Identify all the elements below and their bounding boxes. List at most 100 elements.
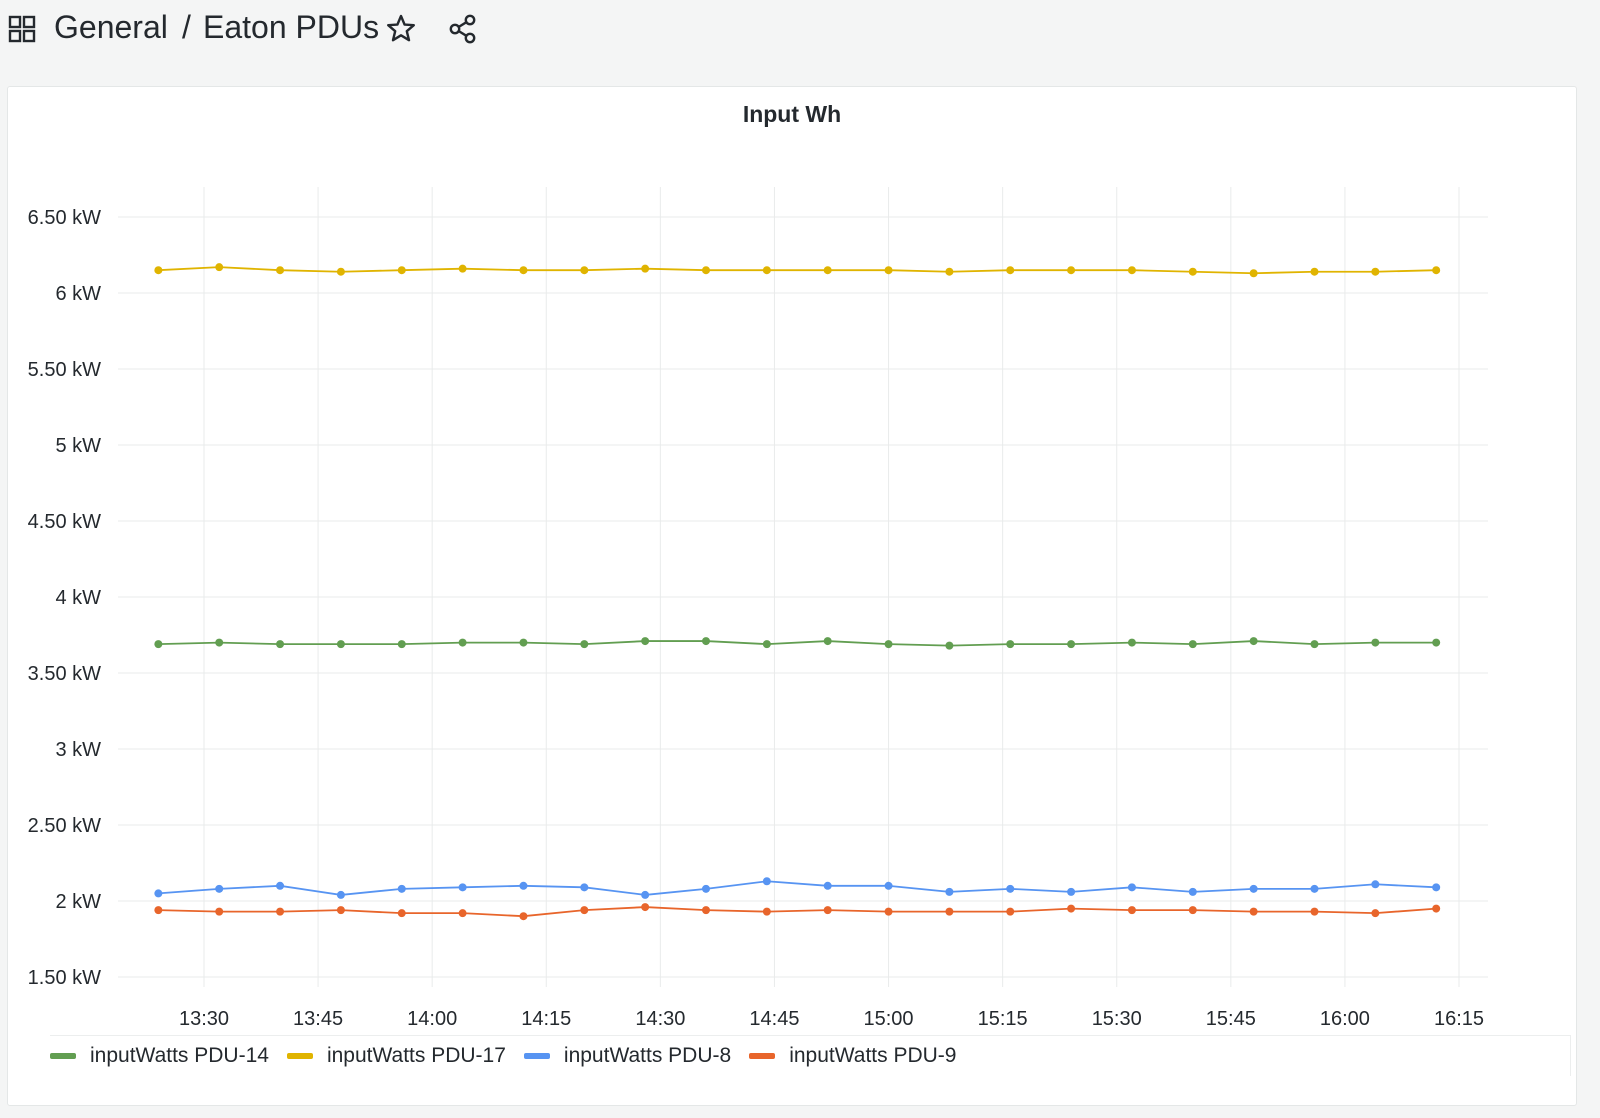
data-point — [823, 881, 832, 890]
legend-label: inputWatts PDU-14 — [90, 1044, 269, 1067]
x-tick-label: 14:00 — [407, 1008, 457, 1027]
x-tick-label: 16:00 — [1320, 1008, 1370, 1027]
data-point — [580, 640, 589, 649]
data-point — [397, 884, 406, 893]
legend-item[interactable]: inputWatts PDU-9 — [749, 1044, 956, 1068]
data-point — [1067, 640, 1076, 649]
legend-swatch — [286, 1053, 313, 1059]
data-point — [1310, 907, 1319, 916]
data-point — [945, 907, 954, 916]
chart-legend: inputWatts PDU-14 inputWatts PDU-17 inputW… — [50, 1035, 1571, 1076]
data-point — [884, 881, 893, 890]
legend-label: inputWatts PDU-8 — [563, 1044, 732, 1067]
data-point — [1067, 904, 1076, 913]
x-tick-label: 13:30 — [179, 1008, 229, 1027]
data-point — [276, 881, 285, 890]
data-point — [762, 877, 771, 886]
data-point — [1371, 267, 1380, 276]
star-icon[interactable] — [384, 12, 418, 46]
data-point — [1006, 266, 1015, 275]
data-point — [1249, 269, 1258, 278]
legend-swatch — [749, 1053, 776, 1059]
data-point — [702, 906, 710, 915]
data-point — [1188, 267, 1197, 276]
data-point — [276, 640, 285, 649]
data-point — [458, 909, 467, 918]
legend-label: inputWatts PDU-17 — [326, 1044, 506, 1067]
data-point — [215, 263, 224, 272]
share-icon[interactable] — [446, 12, 480, 46]
data-point — [1310, 884, 1319, 893]
series-line — [158, 640, 1437, 647]
x-tick-label: 15:00 — [864, 1008, 914, 1027]
data-point — [580, 906, 589, 915]
data-point — [154, 266, 163, 275]
y-tick-label: 5.50 kW — [28, 359, 101, 381]
data-point — [1249, 907, 1258, 916]
breadcrumb-separator: / — [182, 9, 191, 45]
data-point — [1371, 909, 1380, 918]
legend-item[interactable]: inputWatts PDU-14 — [50, 1044, 269, 1068]
data-point — [945, 887, 954, 896]
data-point — [519, 912, 528, 921]
data-point — [336, 890, 345, 899]
data-point — [1432, 904, 1441, 913]
data-point — [215, 638, 224, 647]
data-point — [1432, 266, 1441, 275]
data-point — [397, 640, 406, 649]
data-point — [702, 884, 710, 893]
data-point — [519, 881, 528, 890]
legend-item[interactable]: inputWatts PDU-8 — [523, 1044, 732, 1068]
dashboard-header: General / Eaton PDUs — [0, 0, 1600, 62]
legend-item[interactable]: inputWatts PDU-17 — [286, 1044, 506, 1068]
data-point — [1432, 638, 1441, 647]
data-point — [702, 266, 710, 275]
data-point — [1127, 266, 1136, 275]
data-point — [762, 907, 771, 916]
data-point — [215, 907, 224, 916]
data-point — [1127, 638, 1136, 647]
y-tick-label: 4 kW — [55, 587, 101, 609]
data-point — [154, 906, 163, 915]
x-tick-label: 14:45 — [749, 1008, 799, 1027]
x-tick-label: 16:15 — [1434, 1008, 1484, 1027]
line-chart: 1.50 kW 2 kW 2.50 kW 3 kW 3.50 kW 4 kW 4.50 kW… — [28, 187, 1488, 1027]
data-point — [336, 267, 345, 276]
data-point — [1127, 906, 1136, 915]
data-point — [1188, 906, 1197, 915]
data-point — [884, 640, 893, 649]
data-point — [1067, 266, 1076, 275]
data-point — [458, 638, 467, 647]
data-point — [519, 266, 528, 275]
data-point — [276, 907, 285, 916]
x-tick-label: 15:45 — [1206, 1008, 1256, 1027]
data-point — [1310, 267, 1319, 276]
chart-panel: Input Wh 1.50 kW 2 kW 2.50 kW 3 kW 3.50 kW 4 … — [7, 86, 1577, 1106]
dashboard-grid-icon[interactable] — [8, 15, 36, 43]
data-point — [641, 637, 650, 646]
data-point — [884, 907, 893, 916]
x-tick-label: 14:30 — [635, 1008, 685, 1027]
y-tick-label: 1.50 kW — [28, 967, 101, 989]
breadcrumb-dashboard-title[interactable]: Eaton PDUs — [203, 9, 380, 45]
data-point — [519, 638, 528, 647]
data-point — [1371, 880, 1380, 889]
data-point — [458, 883, 467, 892]
y-tick-label: 6.50 kW — [28, 207, 101, 229]
data-point — [397, 266, 406, 275]
series-line — [158, 906, 1437, 918]
data-point — [1432, 883, 1441, 892]
data-point — [702, 637, 710, 646]
data-point — [397, 909, 406, 918]
data-point — [641, 890, 650, 899]
breadcrumb-folder-link[interactable]: General — [54, 9, 168, 45]
data-point — [945, 267, 954, 276]
x-tick-label: 15:15 — [978, 1008, 1028, 1027]
data-point — [1006, 907, 1015, 916]
data-point — [1371, 638, 1380, 647]
series-line — [158, 880, 1437, 896]
data-point — [1067, 887, 1076, 896]
panel-title[interactable]: Input Wh — [742, 101, 842, 127]
data-point — [154, 889, 163, 898]
data-point — [1188, 887, 1197, 896]
